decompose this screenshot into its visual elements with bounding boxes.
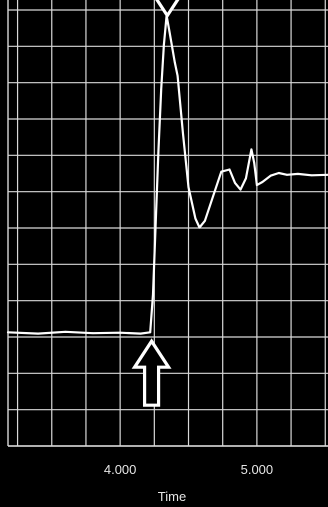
data-point: [198, 226, 201, 229]
data-point: [182, 132, 184, 135]
arrow-up-icon: [131, 338, 172, 407]
data-point: [37, 332, 39, 335]
x-axis-title: Time: [158, 489, 186, 504]
data-point: [91, 332, 94, 335]
data-point: [228, 168, 231, 171]
data-point: [173, 61, 176, 64]
data-point: [64, 330, 67, 333]
data-point: [162, 43, 165, 46]
data-point: [261, 181, 264, 183]
data-point: [250, 148, 253, 151]
data-point: [277, 172, 280, 174]
data-point: [269, 174, 272, 177]
data-point: [139, 332, 142, 335]
data-point: [157, 150, 160, 153]
data-point: [152, 293, 154, 296]
data-point: [255, 184, 258, 186]
data-point: [194, 217, 197, 220]
arrow-down-icon: [155, 0, 180, 19]
data-point: [119, 331, 122, 334]
data-point: [220, 170, 223, 173]
data-point: [187, 186, 190, 189]
data-point: [234, 181, 236, 184]
x-axis: 4.000 5.000: [104, 462, 273, 477]
data-point: [245, 177, 247, 180]
data-point: [149, 331, 152, 334]
data-point: [239, 188, 242, 191]
x-tick-label: 5.000: [241, 462, 274, 477]
data-point: [204, 219, 206, 222]
data-point: [310, 174, 313, 177]
data-point: [212, 195, 215, 198]
grid: [7, 0, 328, 447]
annotations: [131, 0, 180, 407]
data-point: [253, 161, 256, 164]
data-point: [168, 30, 171, 33]
data-point: [154, 222, 157, 224]
data-point: [7, 331, 9, 334]
data-point: [176, 74, 179, 77]
data-point: [160, 88, 163, 91]
data-point: [297, 173, 299, 175]
data-point: [286, 173, 288, 176]
x-tick-label: 4.000: [104, 462, 137, 477]
